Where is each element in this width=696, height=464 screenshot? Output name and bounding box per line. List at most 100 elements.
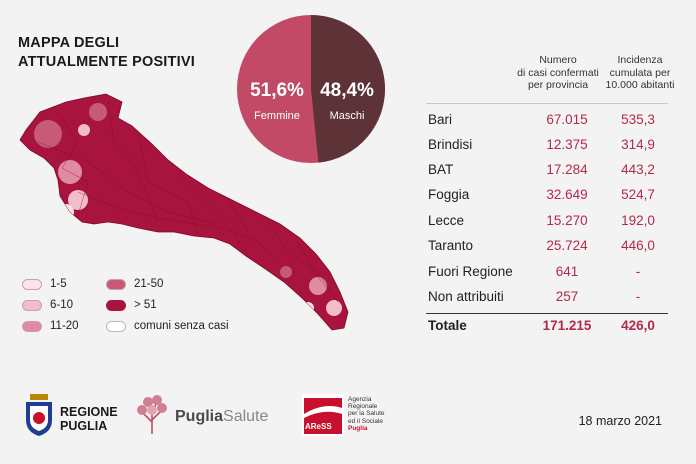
logo-text-line: Agenzia — [348, 396, 372, 403]
cases-value: 15.270 — [546, 213, 588, 228]
table-row: Taranto 25.724 446,0 — [426, 234, 668, 258]
map-area — [309, 277, 327, 295]
title-line-1: MAPPA DEGLI — [18, 35, 120, 51]
legend-swatch — [22, 278, 42, 290]
map-area — [78, 124, 90, 136]
legend-label: 6-10 — [50, 299, 74, 311]
map-area — [326, 300, 342, 316]
legend-swatch — [22, 299, 42, 311]
legend-swatch — [106, 299, 126, 311]
female-percentage: 51,6% — [250, 80, 304, 101]
puglia-salute-tree-icon — [137, 395, 167, 434]
incidence-value: 535,3 — [621, 112, 655, 127]
puglia-salute-logo-text: PugliaSalute — [175, 408, 268, 426]
cases-value: 67.015 — [546, 112, 588, 127]
total-cases-value: 171.215 — [542, 318, 592, 333]
map-area — [280, 266, 292, 278]
male-label: Maschi — [329, 110, 365, 122]
legend-item: 21-50 — [106, 278, 163, 290]
province-name: Lecce — [428, 213, 465, 228]
legend-label: 1-5 — [50, 278, 67, 290]
regione-puglia-logo-text: REGIONE PUGLIA — [60, 405, 118, 433]
incidence-value: - — [635, 264, 641, 279]
incidence-value: - — [635, 289, 641, 304]
map-area — [58, 204, 74, 220]
cases-value: 12.375 — [546, 137, 588, 152]
province-name: Bari — [428, 112, 453, 127]
legend-label: 21-50 — [134, 278, 164, 290]
province-name: BAT — [428, 162, 454, 177]
pie-slice-male — [311, 15, 385, 163]
total-divider — [426, 313, 668, 314]
logo-text-line: REGIONE — [60, 405, 118, 419]
title-line-2: ATTUALMENTE POSITIVI — [18, 54, 195, 70]
cases-column-header: Numero di casi confermati per provincia — [510, 54, 606, 92]
table-divider — [426, 103, 668, 104]
legend-item: > 51 — [106, 299, 157, 311]
aress-logo-text: Agenzia Regionale per la Salute ed il So… — [348, 396, 385, 432]
map-area — [68, 190, 88, 210]
male-percentage: 48,4% — [320, 80, 374, 101]
table-row: Bari 67.015 535,3 — [426, 108, 668, 132]
table-row: Fuori Regione 641 - — [426, 260, 668, 284]
incidence-value: 443,2 — [621, 162, 655, 177]
table-row: Non attribuiti 257 - — [426, 285, 668, 309]
header-line: per provincia — [527, 79, 589, 91]
cases-value: 641 — [555, 264, 579, 279]
regione-puglia-crest-icon — [26, 394, 52, 436]
table-row: Brindisi 12.375 314,9 — [426, 133, 668, 157]
incidence-value: 524,7 — [621, 187, 655, 202]
page-title: MAPPA DEGLI ATTUALMENTE POSITIVI — [18, 34, 195, 72]
logo-text-line: Regionale — [348, 403, 378, 411]
footer-logos: REGIONE PUGLIA PugliaSalute AReSS Agenzi… — [0, 392, 696, 442]
map-area — [34, 120, 62, 148]
date-label: 18 marzo 2021 — [578, 414, 662, 428]
header-line: di casi confermati — [517, 66, 599, 79]
header-line: 10.000 abitanti — [605, 79, 675, 91]
logo-text-part: Puglia — [175, 408, 224, 425]
table-row: Lecce 15.270 192,0 — [426, 209, 668, 233]
table-row: BAT 17.284 443,2 — [426, 158, 668, 182]
incidence-column-header: Incidenza cumulata per 10.000 abitanti — [604, 54, 676, 92]
logo-text-line: per la Salute — [348, 410, 385, 418]
incidence-value: 446,0 — [621, 238, 655, 253]
map-area — [89, 103, 107, 121]
cases-value: 25.724 — [546, 238, 588, 253]
gender-pie — [237, 15, 385, 163]
total-label: Totale — [428, 318, 467, 333]
province-name: Taranto — [428, 238, 474, 253]
header-line: cumulata per — [609, 66, 671, 79]
legend-label: > 51 — [134, 299, 157, 311]
female-label: Femmine — [254, 110, 300, 122]
province-name: Brindisi — [428, 137, 473, 152]
aress-mark-text: AReSS — [305, 422, 332, 431]
legend-swatch — [22, 320, 42, 332]
header-line: Incidenza — [617, 54, 663, 66]
aress-logo-icon — [302, 394, 344, 436]
cases-value: 17.284 — [546, 162, 588, 177]
table-row: Foggia 32.649 524,7 — [426, 183, 668, 207]
incidence-value: 192,0 — [621, 213, 655, 228]
total-incidence-value: 426,0 — [621, 318, 655, 333]
logo-text-part: Salute — [223, 408, 269, 425]
logo-text-line: Puglia — [348, 424, 368, 432]
map-area — [58, 160, 82, 184]
legend-item: comuni senza casi — [106, 320, 229, 332]
province-name: Foggia — [428, 187, 470, 202]
cases-value: 257 — [555, 289, 579, 304]
legend-swatch — [106, 320, 126, 332]
male-label-group: 48,4% Maschi — [314, 80, 380, 122]
cases-value: 32.649 — [546, 187, 588, 202]
female-label-group: 51,6% Femmine — [244, 80, 310, 122]
legend-item: 11-20 — [22, 320, 79, 332]
province-name: Fuori Regione — [428, 264, 513, 279]
legend-label: 11-20 — [50, 320, 79, 332]
puglia-map — [19, 93, 349, 331]
total-row: Totale 171.215 426,0 — [426, 314, 668, 338]
province-name: Non attribuiti — [428, 289, 504, 304]
logo-text-line: ed il Sociale — [348, 417, 384, 425]
legend-swatch — [106, 278, 126, 290]
map-area — [302, 302, 314, 314]
legend-item: 6-10 — [22, 299, 73, 311]
legend-label: comuni senza casi — [134, 320, 229, 332]
